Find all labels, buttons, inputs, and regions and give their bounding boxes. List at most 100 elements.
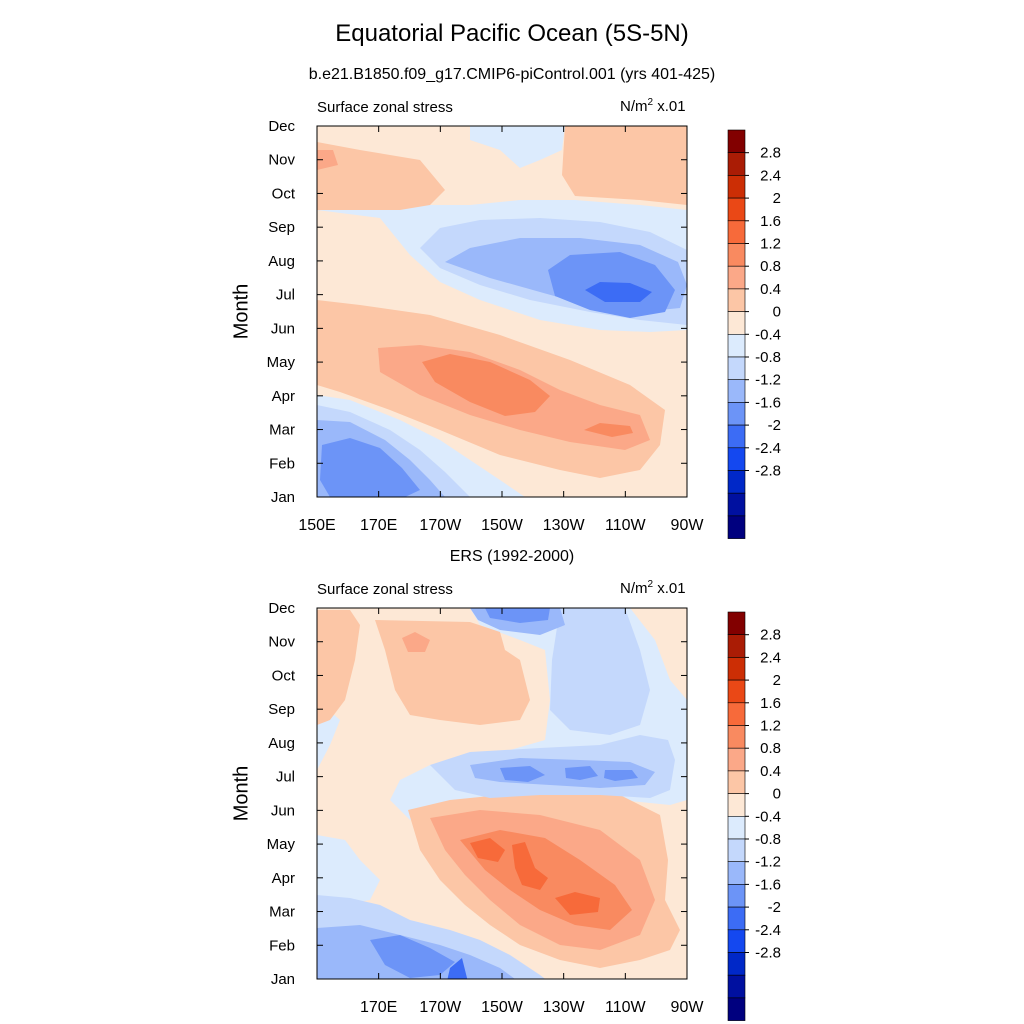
contour-fill xyxy=(447,958,468,979)
colorbar-label: -0.8 xyxy=(755,349,781,366)
x-tick-label: 110W xyxy=(605,517,647,534)
colorbar-label: -2.4 xyxy=(755,440,781,457)
colorbar-swatch xyxy=(727,861,746,885)
panel1-axes: Jan Feb Mar Apr May Jun Jul Aug Sep Oct Nov Dec 150E… xyxy=(267,118,705,534)
colorbar-swatch xyxy=(727,311,746,335)
colorbar-swatch xyxy=(727,470,746,494)
x-tick-label: 170W xyxy=(419,999,462,1016)
colorbar-label: -0.4 xyxy=(755,808,781,825)
colorbar-label: 0.8 xyxy=(760,258,781,275)
colorbar-label: -2.8 xyxy=(755,945,781,962)
panel2-axes: Jan Feb Mar Apr May Jun Jul Aug Sep Oct Nov Dec 170E… xyxy=(267,600,705,1016)
panel1-units-label: N/m2 x.01 xyxy=(620,97,686,115)
colorbar-label: -0.4 xyxy=(755,326,781,343)
y-tick-label: Jan xyxy=(271,489,295,506)
colorbar-swatch xyxy=(727,333,746,358)
x-tick-label: 150W xyxy=(481,517,524,534)
colorbar-swatch xyxy=(727,447,746,471)
colorbar-label: 0.8 xyxy=(760,740,781,757)
colorbar-label: 1.6 xyxy=(760,695,781,712)
colorbar-swatch xyxy=(727,515,746,539)
colorbar-swatch xyxy=(727,838,746,863)
y-tick-label: Jan xyxy=(271,971,295,988)
y-tick-label: Aug xyxy=(268,253,295,270)
y-tick-label: Feb xyxy=(269,937,295,954)
colorbar-swatch xyxy=(727,175,746,199)
panel1-left-label: Surface zonal stress xyxy=(317,99,453,116)
x-tick-label: 150E xyxy=(298,517,335,534)
contour-fill xyxy=(317,150,338,170)
colorbar-label: -1.6 xyxy=(755,876,781,893)
colorbar-label: -2 xyxy=(768,417,781,434)
colorbar-swatch xyxy=(727,997,746,1021)
y-tick-label: Dec xyxy=(268,600,295,617)
colorbar-swatch xyxy=(727,793,746,817)
colorbar-label: 2.4 xyxy=(760,167,781,184)
x-tick-label: 170W xyxy=(419,517,462,534)
contour-fill xyxy=(370,935,455,978)
colorbar-swatch xyxy=(727,152,746,176)
colorbar-swatch xyxy=(727,929,746,953)
x-tick-label: 170E xyxy=(360,517,397,534)
colorbar-label: -0.8 xyxy=(755,831,781,848)
colorbar-swatch xyxy=(727,747,746,772)
colorbar-swatch xyxy=(727,220,746,244)
y-tick-label: Oct xyxy=(272,667,296,684)
colorbar-label: 2.8 xyxy=(760,627,781,644)
contour-fill xyxy=(470,126,565,168)
colorbar-swatch xyxy=(727,129,746,154)
x-tick-label: 130W xyxy=(543,517,586,534)
y-tick-label: Sep xyxy=(268,219,295,236)
colorbar-swatch xyxy=(727,679,746,704)
colorbar-swatch xyxy=(727,424,746,449)
y-tick-label: Nov xyxy=(268,152,295,169)
panel2-left-label: Surface zonal stress xyxy=(317,581,453,598)
colorbar-swatch xyxy=(727,288,746,312)
x-tick-label: 130W xyxy=(543,999,586,1016)
colorbar-swatch xyxy=(727,770,746,794)
colorbar-swatch xyxy=(727,265,746,290)
contour-fill xyxy=(584,423,633,437)
contour-fill xyxy=(562,126,687,205)
colorbar-swatch xyxy=(727,952,746,976)
colorbar-swatch xyxy=(727,884,746,908)
colorbar-label: 1.6 xyxy=(760,213,781,230)
y-tick-label: Apr xyxy=(272,388,295,405)
colorbar-swatch xyxy=(727,243,746,267)
x-tick-label: 170E xyxy=(360,999,397,1016)
colorbar-label: 2 xyxy=(773,190,781,207)
colorbar-swatch xyxy=(727,611,746,636)
colorbar-label: 2.8 xyxy=(760,145,781,162)
colorbar-label: 1.2 xyxy=(760,236,781,253)
contour-fill xyxy=(604,770,638,781)
colorbar-label: -2.4 xyxy=(755,922,781,939)
y-tick-label: Jun xyxy=(271,802,295,819)
y-tick-label: May xyxy=(267,354,296,371)
y-tick-label: Jul xyxy=(276,287,295,304)
y-tick-label: Mar xyxy=(269,422,295,439)
colorbar-label: 0.4 xyxy=(760,281,781,298)
panel1-colorbar: 2.8 2.4 2 1.6 1.2 0.8 0.4 0 -0.4 -0.8 -1.2 -1.6 -2 -2… xyxy=(727,129,781,539)
contour-fill xyxy=(585,282,652,302)
colorbar-swatch xyxy=(727,492,746,517)
colorbar-swatch xyxy=(727,725,746,749)
y-tick-label: Jun xyxy=(271,320,295,337)
contour-fill xyxy=(485,608,550,623)
figure-title: Equatorial Pacific Ocean (5S-5N) xyxy=(335,20,689,47)
contour-fill xyxy=(317,610,360,725)
contour-fill xyxy=(422,354,550,416)
contour-fill xyxy=(550,608,650,735)
contour-fill xyxy=(630,608,687,700)
colorbar-swatch xyxy=(727,657,746,681)
panel2-colorbar: 2.8 2.4 2 1.6 1.2 0.8 0.4 0 -0.4 -0.8 -1.2 -1.6 -2 -2… xyxy=(727,611,781,1021)
y-tick-label: May xyxy=(267,836,296,853)
x-tick-label: 90W xyxy=(671,517,705,534)
colorbar-label: 2 xyxy=(773,672,781,689)
panel1-field xyxy=(317,126,687,497)
y-tick-label: Aug xyxy=(268,735,295,752)
colorbar-label: 0.4 xyxy=(760,763,781,780)
colorbar-swatch xyxy=(727,815,746,840)
colorbar-swatch xyxy=(727,356,746,381)
contour-fill xyxy=(565,766,598,780)
colorbar-label: -2.8 xyxy=(755,463,781,480)
